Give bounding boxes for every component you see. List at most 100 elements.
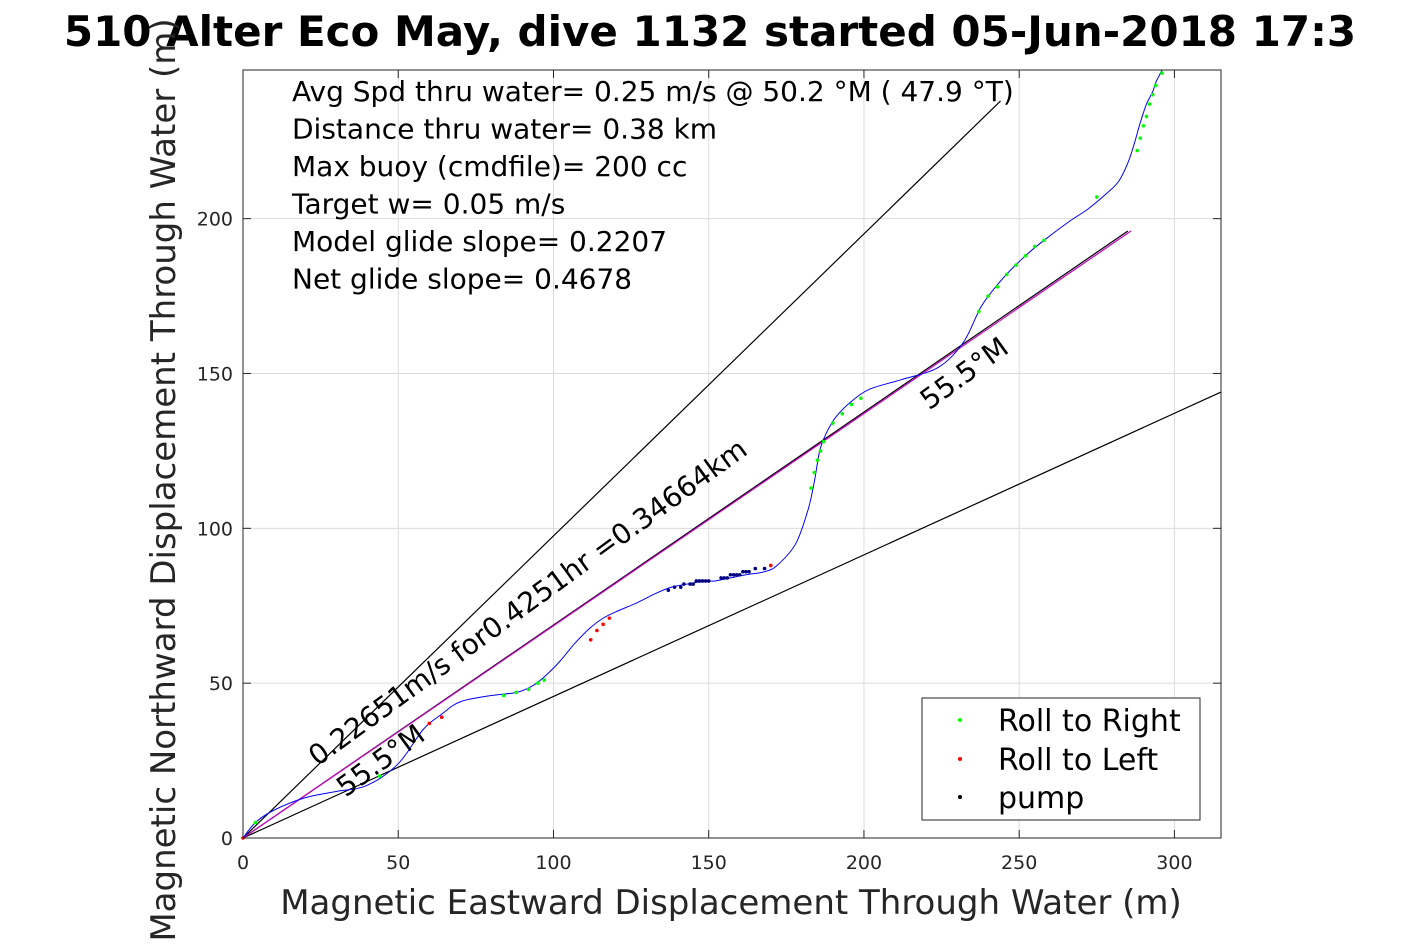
pump-point: [703, 579, 708, 583]
pump-point: [688, 582, 692, 586]
info-line: Distance thru water= 0.38 km: [292, 113, 717, 146]
roll-right-point: [526, 687, 531, 692]
legend-marker-roll-right: [958, 718, 962, 722]
pump-point: [678, 585, 683, 589]
roll-right-point: [1095, 195, 1099, 199]
y-axis-ticks: 0 50 100 150 200: [197, 209, 1221, 850]
roll-right-point: [812, 470, 817, 475]
roll-right-point: [1138, 136, 1143, 140]
pump-point: [734, 572, 739, 577]
glider-track: [242, 69, 1163, 839]
legend-box: [921, 697, 1201, 821]
pump-point: [737, 572, 742, 577]
roll-left-point: [427, 721, 432, 726]
roll-left-point: [607, 616, 612, 620]
legend-label-roll-right: Roll to Right: [998, 704, 1181, 739]
pump-point: [722, 576, 727, 580]
heading-cone-lines: [242, 100, 1222, 839]
annotation-text: 0.22651m/s for0.4251hr =0.34664km: [302, 432, 753, 772]
roll-right-point: [1147, 102, 1152, 106]
x-tick-label: 50: [386, 852, 410, 874]
annotations: 0.22651m/s for0.4251hr =0.34664km55.5°M5…: [302, 331, 1014, 804]
roll-right-point: [253, 820, 258, 825]
roll-left-point: [588, 638, 593, 642]
pump-point: [694, 579, 699, 583]
info-line: Max buoy (cmdfile)= 200 cc: [292, 150, 687, 183]
roll-right-point: [821, 439, 826, 444]
roll-right-point: [502, 693, 506, 698]
pump-point: [719, 576, 723, 580]
pump-point: [741, 569, 745, 574]
legend-label-roll-left: Roll to Left: [998, 743, 1158, 778]
legend-marker-roll-left: [958, 757, 962, 761]
roll-left-point: [769, 563, 773, 568]
roll-right-point: [1160, 71, 1164, 75]
pump-point: [682, 582, 686, 586]
roll-right-point: [1135, 148, 1139, 153]
pump-point: [700, 579, 705, 583]
pump-point: [728, 572, 733, 577]
y-axis-label: Magnetic Northward Displacement Through …: [144, 18, 184, 941]
roll-right-point: [1150, 92, 1155, 97]
pump-point: [697, 579, 702, 583]
roll-right-point: [831, 421, 835, 425]
roll-right-point: [849, 402, 854, 407]
pump-point: [725, 576, 730, 580]
roll-right-point: [995, 284, 1000, 289]
x-tick-label: 100: [535, 852, 571, 874]
roll-right-point: [815, 458, 820, 462]
line-cone-upper: [242, 100, 1001, 839]
pump-point: [762, 566, 767, 571]
roll-right-point: [1042, 238, 1046, 243]
dive-info-text: Avg Spd thru water= 0.25 m/s @ 50.2 °M (…: [291, 75, 1014, 296]
roll-right-point: [1154, 83, 1158, 88]
roll-left-point: [439, 715, 444, 720]
roll-right-point: [1023, 254, 1028, 258]
roll-right-point: [514, 690, 519, 695]
roll-right-point: [1141, 123, 1146, 128]
roll-right-point: [377, 774, 382, 778]
line-model-heading: [242, 230, 1132, 839]
y-tick-label: 0: [221, 828, 233, 850]
pump-point: [691, 582, 695, 586]
legend: Roll to Right Roll to Left pump: [921, 697, 1201, 821]
roll-left-point: [595, 628, 599, 633]
x-tick-label: 200: [846, 852, 882, 874]
x-tick-label: 250: [1001, 852, 1037, 874]
roll-right-point: [840, 411, 845, 416]
info-line: Model glide slope= 0.2207: [292, 225, 667, 258]
x-tick-label: 0: [237, 852, 249, 874]
roll-right-point: [859, 396, 863, 401]
info-line: Target w= 0.05 m/s: [291, 188, 565, 221]
x-tick-label: 300: [1156, 852, 1192, 874]
pump-point: [753, 566, 758, 571]
roll-right-point: [977, 309, 981, 314]
legend-marker-pump: [958, 795, 962, 799]
roll-right-point: [536, 681, 540, 685]
marker-points: [241, 71, 1164, 840]
y-tick-label: 200: [197, 209, 233, 231]
roll-right-point: [1004, 272, 1009, 277]
roll-right-point: [1144, 114, 1149, 119]
x-axis-label: Magnetic Eastward Displacement Through W…: [280, 883, 1182, 923]
pump-point: [666, 588, 671, 593]
roll-right-point: [986, 294, 990, 298]
x-tick-label: 150: [691, 852, 727, 874]
pump-point: [672, 585, 677, 589]
roll-left-point: [601, 622, 605, 627]
grid: [242, 70, 1221, 839]
y-tick-label: 100: [197, 518, 233, 540]
line-cone-lower: [242, 391, 1222, 839]
info-line: Net glide slope= 0.4678: [292, 263, 632, 296]
plot-frame: [242, 69, 1222, 839]
pump-point: [747, 569, 751, 574]
pump-point: [731, 572, 736, 577]
y-tick-label: 50: [209, 673, 233, 695]
roll-right-point: [1014, 263, 1018, 267]
roll-right-point: [542, 678, 546, 682]
info-line: Avg Spd thru water= 0.25 m/s @ 50.2 °M (…: [292, 75, 1014, 108]
track-line: [242, 69, 1163, 839]
y-tick-label: 150: [197, 363, 233, 385]
legend-label-pump: pump: [998, 781, 1084, 816]
